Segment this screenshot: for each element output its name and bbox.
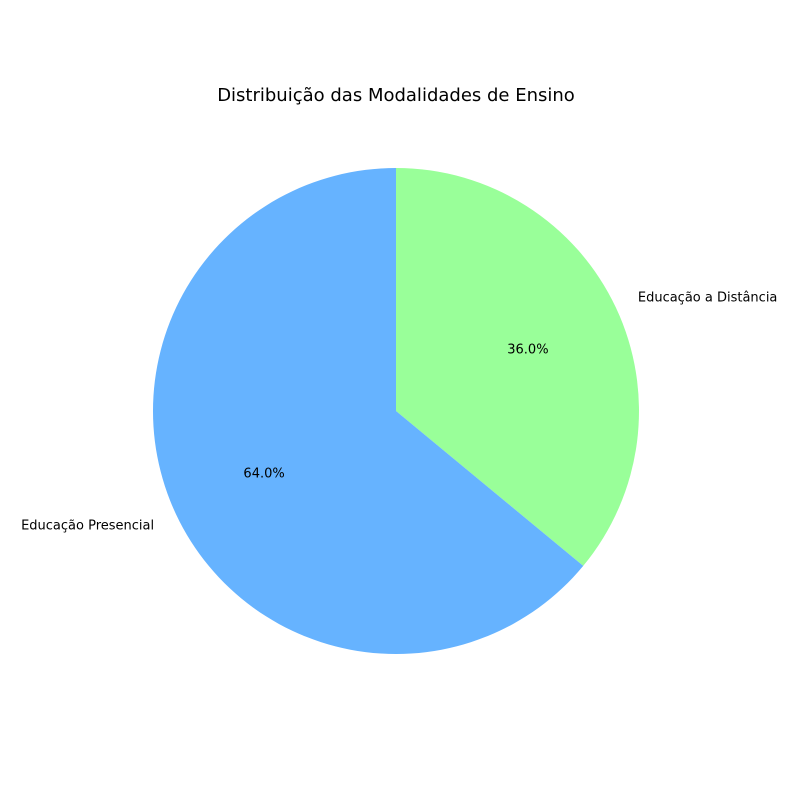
slice-percent-label-1: 64.0%: [243, 467, 284, 482]
chart-title: Distribuição das Modalidades de Ensino: [217, 85, 575, 106]
pie-labels: Educação a Distância 36.0% Educação Presen…: [21, 291, 777, 534]
slice-category-label-0: Educação a Distância: [638, 291, 778, 306]
pie-slice-1: [152, 167, 584, 655]
pie-slices: [152, 167, 639, 655]
slice-category-label-1: Educação Presencial: [21, 518, 154, 533]
slice-percent-label-0: 36.0%: [507, 342, 548, 357]
pie-slice-0: [396, 168, 639, 566]
